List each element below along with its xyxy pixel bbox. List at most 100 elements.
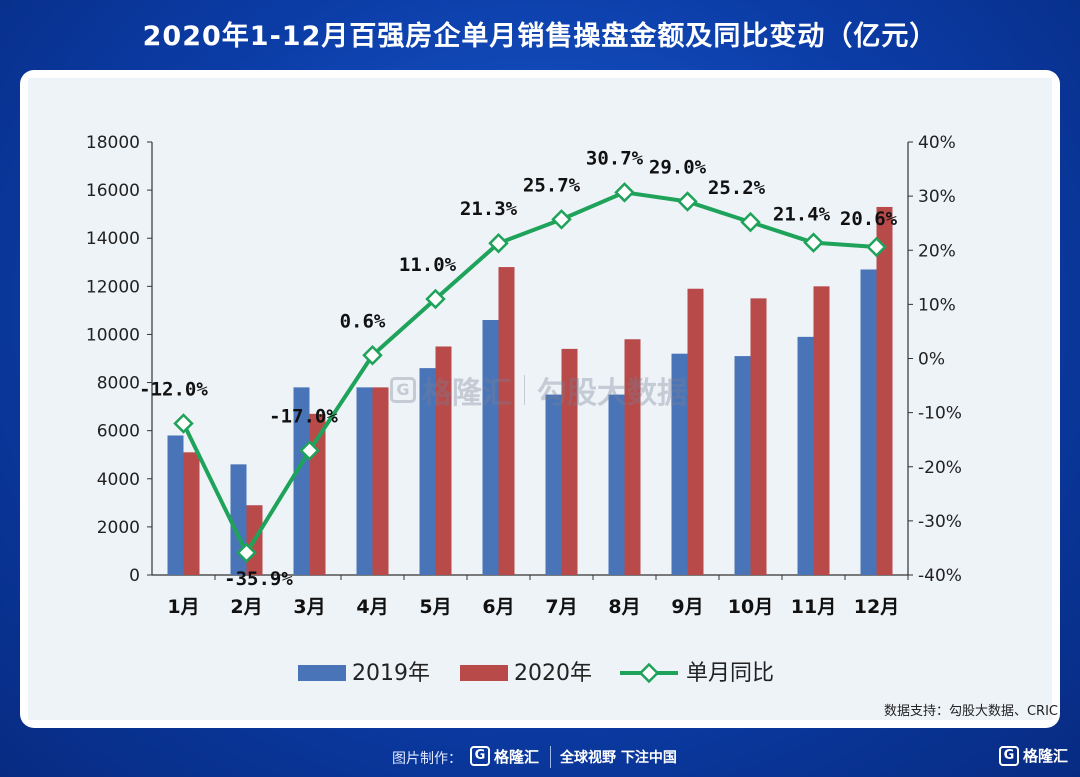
watermark: G 格隆汇 勾股大数据 [390, 368, 687, 412]
yoy-marker [551, 209, 572, 230]
yoy-data-label: 11.0% [399, 254, 457, 276]
watermark-brand: 格隆汇 [422, 376, 512, 411]
legend-label-2020: 2020年 [514, 661, 592, 686]
x-tick-label: 5月 [419, 596, 451, 618]
bar-2019 [545, 394, 562, 575]
x-tick-label: 11月 [791, 596, 836, 618]
legend-label-2019: 2019年 [352, 661, 430, 686]
bar-2019 [419, 368, 436, 575]
x-tick-label: 8月 [608, 596, 640, 618]
y-left-tick-label: 18000 [86, 133, 140, 153]
yoy-marker [173, 413, 194, 434]
bar-2020 [498, 267, 515, 575]
plot-background: 0 2000 4000 6000 8000 10000 12000 14000 16000 180… [28, 78, 1052, 720]
y-right-tick-label: 10% [918, 295, 956, 315]
y-right-tick-label: 0% [918, 350, 945, 370]
chart-panel: 0 2000 4000 6000 8000 10000 12000 14000 16000 180… [20, 70, 1060, 728]
footer-logo: G 格隆汇 [470, 743, 539, 769]
watermark-logo-icon: G [390, 377, 416, 403]
yoy-marker [740, 211, 761, 233]
y-right-tick-label: -20% [918, 458, 962, 478]
x-tick-label: 10月 [728, 596, 773, 618]
y-right-tick-label: -30% [918, 512, 962, 532]
yoy-data-label: 20.6% [840, 208, 898, 230]
yoy-data-label: -17.0% [269, 406, 338, 428]
bar-2020 [876, 206, 893, 575]
y-right-tick-label: 30% [918, 187, 956, 207]
bar-2020 [687, 288, 704, 575]
yoy-data-label: 21.3% [460, 198, 518, 220]
yoy-data-label: 0.6% [340, 310, 386, 332]
yoy-data-label: 25.7% [523, 174, 581, 196]
bar-2019 [356, 387, 373, 575]
bar-2019 [482, 320, 499, 575]
footer: 图片制作： G 格隆汇 全球视野 下注中国 [0, 738, 1080, 777]
legend-swatch-2019 [298, 665, 346, 681]
yoy-marker [299, 440, 320, 461]
x-tick-label: 4月 [356, 596, 388, 618]
source-note: 数据支持：勾股大数据、CRIC [883, 704, 1058, 719]
yoy-data-label: 25.2% [708, 177, 766, 199]
bar-2020 [750, 298, 767, 575]
y-left-tick-label: 12000 [86, 277, 140, 297]
yoy-marker [677, 191, 698, 212]
yoy-data-label: -12.0% [139, 378, 208, 400]
watermark-text: 勾股大数据 [537, 376, 687, 411]
y-left-tick-label: 10000 [86, 325, 140, 345]
bar-2019 [293, 387, 310, 575]
bar-2019 [734, 356, 751, 575]
x-tick-label: 9月 [671, 596, 703, 618]
yoy-marker [488, 232, 509, 254]
bar-2019 [167, 435, 184, 575]
y-left-tick-label: 14000 [86, 229, 140, 249]
yoy-marker [362, 344, 383, 366]
y-left-tick-label: 6000 [97, 422, 140, 442]
yoy-data-label: 29.0% [649, 157, 707, 179]
bar-2020 [183, 452, 200, 575]
x-tick-label: 12月 [854, 596, 899, 618]
y-right-tick-label: 40% [918, 133, 956, 153]
yoy-marker [614, 182, 635, 203]
yoy-marker [803, 232, 824, 253]
footer-credit: 图片制作： [392, 751, 462, 767]
x-tick-label: 7月 [545, 596, 577, 618]
y-left-tick-label: 8000 [97, 374, 140, 394]
bar-2020 [561, 348, 578, 575]
legend-label-yoy: 单月同比 [686, 661, 774, 686]
yoy-data-label: -35.9% [224, 568, 293, 590]
y-right-tick-label: 20% [918, 241, 956, 261]
y-left-tick-label: 4000 [97, 470, 140, 490]
chart-svg: 0 2000 4000 6000 8000 10000 12000 14000 16000 180… [86, 133, 962, 686]
bar-2019 [797, 336, 814, 575]
y-left-tick-label: 2000 [97, 518, 140, 538]
footer-divider [550, 746, 551, 768]
y-right-tick-label: -10% [918, 404, 962, 424]
bar-2020 [435, 346, 452, 575]
y-right-tick-label: -40% [918, 566, 962, 586]
x-tick-label: 2月 [230, 596, 262, 618]
legend-marker-yoy [638, 662, 660, 684]
yoy-marker [236, 542, 257, 564]
x-tick-label: 3月 [293, 596, 325, 618]
chart-title: 2020年1-12月百强房企单月销售操盘金额及同比变动（亿元） [142, 21, 938, 52]
bar-2019 [608, 394, 625, 575]
yoy-data-label: 21.4% [773, 204, 831, 226]
bar-2020 [372, 387, 389, 575]
footer-brand: 格隆汇 [494, 747, 540, 766]
bar-2019 [860, 269, 877, 575]
y-left-tick-label: 0 [129, 566, 140, 586]
yoy-data-label: 30.7% [586, 147, 644, 169]
corner-logo-icon: G [998, 745, 1019, 766]
corner-brand: 格隆汇 [1022, 747, 1068, 765]
yoy-line [181, 190, 877, 555]
bar-2020 [624, 339, 641, 575]
y-left-tick-label: 16000 [86, 181, 140, 201]
bar-2019 [671, 353, 688, 575]
legend-swatch-2020 [460, 665, 508, 681]
yoy-marker [866, 236, 887, 258]
x-tick-label: 6月 [482, 596, 514, 618]
x-tick-label: 1月 [167, 596, 199, 618]
brand-logo-icon: G [470, 746, 490, 766]
yoy-marker [425, 288, 446, 310]
watermark-divider [524, 375, 525, 405]
